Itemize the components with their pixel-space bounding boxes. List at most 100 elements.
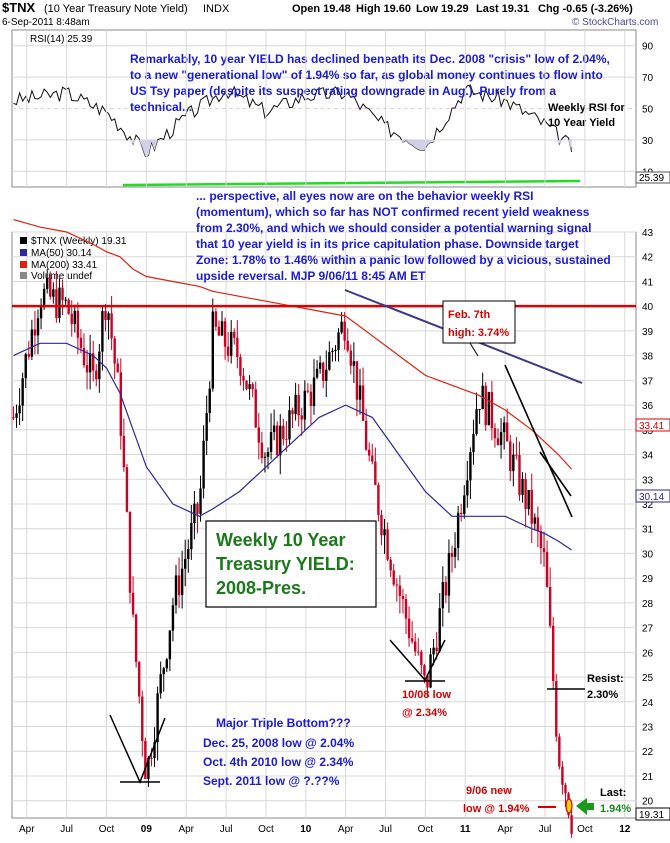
price-bar-body	[536, 517, 540, 532]
price-bar-body	[279, 425, 282, 456]
price-note-line-1: ... perspective, all eyes now are on the…	[196, 189, 533, 203]
price-tick-label: 20	[642, 797, 654, 808]
price-tick-label: 40	[642, 302, 654, 313]
price-bar-body	[533, 517, 537, 524]
price-bar-body	[294, 394, 297, 415]
price-bar-body	[61, 287, 64, 301]
price-bar-body	[138, 662, 141, 697]
x-tick-label: Apr	[178, 824, 194, 835]
rsi-side-label-2: 10 Year Yield	[548, 117, 615, 129]
price-bar-body	[509, 441, 512, 472]
price-bar-body	[355, 361, 359, 400]
new-low-line-2: low @ 1.94%	[463, 803, 530, 815]
price-bar-body	[30, 329, 34, 357]
change-value: Chg -0.65 (-3.26%)	[538, 3, 633, 15]
price-bar-body	[496, 438, 500, 445]
price-bar-body	[432, 647, 435, 655]
x-tick-label: Oct	[418, 824, 434, 835]
price-bar-body	[282, 425, 285, 440]
price-bar-body	[171, 605, 175, 631]
price-bar-body	[297, 394, 300, 416]
rsi-tick-label: 90	[642, 42, 654, 53]
rsi-note-line-1: Remarkably, 10 year YIELD has declined b…	[130, 52, 610, 66]
price-bar-body	[18, 405, 21, 414]
price-bar-body	[248, 384, 251, 389]
last-label-2: 1.94%	[600, 803, 631, 815]
price-bar-body	[530, 489, 533, 524]
price-tick-label: 25	[642, 673, 654, 684]
price-bar-body	[453, 547, 457, 557]
price-bar-body	[180, 568, 184, 596]
last-label: Last: 1.94%	[565, 787, 631, 815]
price-legend: $TNX (Weekly) 19.31 MA(50) 30.14 MA(200)…	[20, 236, 127, 282]
price-bar-body	[487, 392, 491, 426]
title-box-frame	[205, 520, 377, 608]
rsi-note-line-2: to a new "generational low" of 1.94% so …	[130, 68, 603, 82]
price-bar-body	[450, 553, 454, 557]
feb-high-pointer	[469, 342, 479, 357]
price-bar-body	[217, 326, 221, 336]
price-bar-body	[21, 378, 24, 406]
oct-low-label: 10/08 low @ 2.34%	[402, 689, 451, 719]
price-tick-label: 29	[642, 574, 654, 585]
price-tick-label: 38	[642, 352, 654, 363]
symbol-name: (10 Year Treasury Note Yield)	[44, 3, 188, 15]
price-bar-body	[364, 420, 368, 450]
x-tick-label: 11	[460, 824, 471, 835]
price-bar-body	[303, 390, 307, 420]
price-bar-body	[226, 346, 230, 356]
price-tick-label: 23	[642, 723, 654, 734]
price-tick-label: 37	[642, 376, 654, 387]
price-bar-body	[420, 651, 423, 666]
price-bar-body	[76, 310, 80, 338]
feb-high-line-1: Feb. 7th	[448, 309, 490, 321]
bottom-2010-vee	[389, 639, 446, 682]
x-tick-label: Jul	[60, 824, 73, 835]
price-bar-body	[386, 529, 389, 560]
price-bar-body	[242, 375, 245, 381]
price-bar-body	[502, 422, 506, 433]
high-value: High 19.60	[356, 3, 411, 15]
price-bar-body	[383, 529, 386, 536]
legend-swatch-price	[20, 237, 27, 244]
price-bar-body	[309, 391, 313, 406]
price-bar-body	[141, 696, 144, 741]
price-bar-body	[524, 478, 527, 510]
price-tick-label: 36	[642, 401, 654, 412]
price-bar-body	[371, 455, 374, 462]
price-bar-body	[527, 489, 530, 510]
price-bar-body	[254, 389, 257, 428]
price-bar-body	[346, 340, 349, 351]
price-bar-body	[518, 455, 521, 495]
price-bar-body	[64, 299, 67, 301]
x-tick-label: 12	[619, 824, 631, 835]
price-bar-body	[395, 584, 399, 586]
price-bar-body	[202, 440, 205, 489]
price-tick-label: 24	[642, 698, 654, 709]
rsi-support-line	[122, 179, 581, 187]
price-bar-body	[493, 428, 497, 439]
price-bar-body	[58, 287, 61, 319]
exchange: INDX	[203, 3, 230, 15]
last-tag: 19.31	[639, 810, 664, 821]
price-bar-body	[46, 277, 49, 289]
price-bar-body	[70, 313, 73, 324]
price-bar-body	[429, 654, 432, 688]
triple-bottom-line-3: Oct. 4th 2010 low @ 2.34%	[203, 755, 354, 769]
short-downtrend-line-2	[539, 451, 572, 497]
price-bar-body	[539, 531, 543, 549]
price-bar-body	[558, 736, 561, 767]
price-bar-body	[263, 456, 267, 458]
price-bar-body	[236, 337, 239, 358]
price-bar-body	[92, 353, 95, 371]
price-bar-body	[153, 742, 156, 759]
price-bar-body	[82, 348, 86, 366]
price-bar-body	[223, 321, 227, 347]
rsi-axis: 1030507090	[642, 42, 654, 179]
rsi-note-line-4: technical...	[130, 100, 192, 114]
price-bar-body	[113, 338, 116, 364]
price-bar-body	[300, 415, 303, 420]
price-bar-body	[328, 352, 331, 370]
rsi-line	[13, 84, 573, 157]
symbol: $TNX	[2, 0, 36, 15]
